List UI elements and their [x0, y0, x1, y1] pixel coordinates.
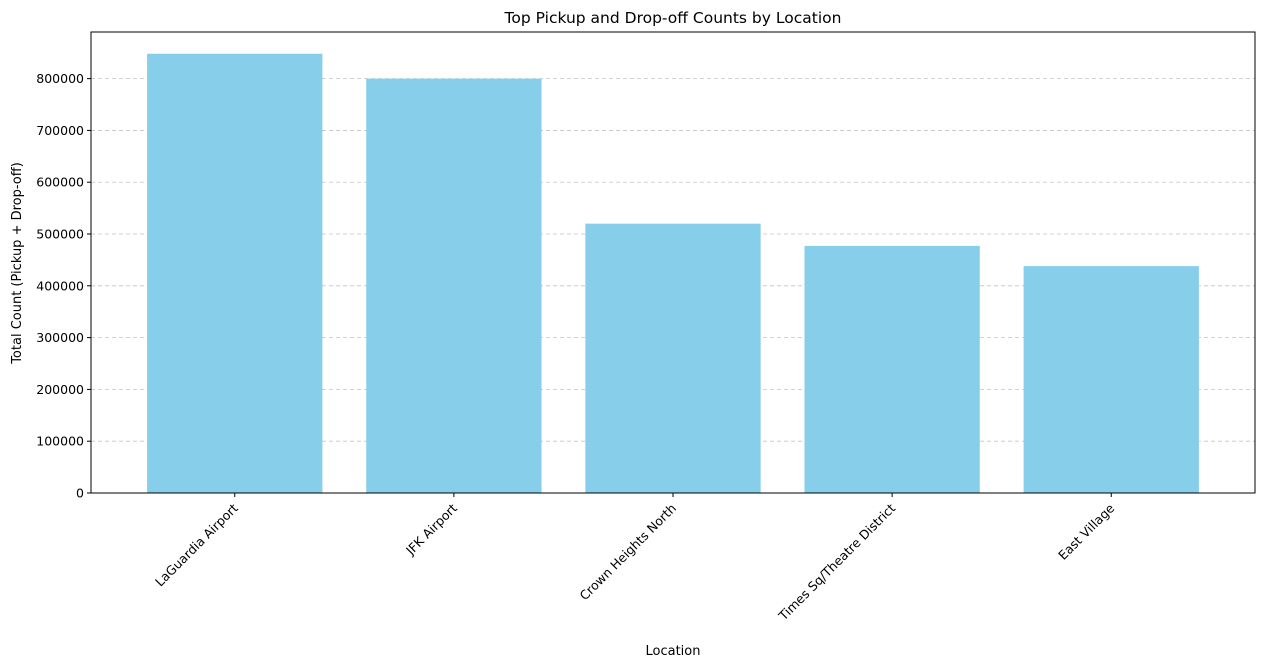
y-tick-label: 200000 [36, 382, 84, 397]
bars [147, 53, 1199, 494]
chart-title: Top Pickup and Drop-off Counts by Locati… [504, 9, 842, 27]
y-axis-label: Total Count (Pickup + Drop-off) [10, 162, 25, 365]
y-tick-label: 300000 [36, 330, 84, 345]
y-tick-label: 0 [76, 486, 84, 501]
bar [366, 78, 542, 493]
x-axis-ticks: LaGuardia Airport JFK Airport Crown Height… [152, 493, 1118, 624]
y-tick-label: 600000 [36, 175, 84, 190]
x-tick-label: LaGuardia Airport [152, 500, 241, 589]
bar [804, 245, 980, 493]
x-axis-label: Location [646, 644, 701, 659]
y-tick-label: 400000 [36, 278, 84, 293]
bar [585, 223, 761, 494]
bar [1023, 266, 1199, 493]
x-tick-label: East Village [1055, 500, 1117, 562]
y-tick-label: 100000 [36, 434, 84, 449]
y-tick-label: 700000 [36, 123, 84, 138]
x-tick-label: JFK Airport [402, 500, 460, 558]
y-tick-label: 500000 [36, 227, 84, 242]
y-axis-ticks: 0 100000 200000 300000 400000 500000 600000 700… [36, 71, 91, 501]
y-tick-label: 800000 [36, 71, 84, 86]
x-tick-label: Times Sq/Theatre District [775, 500, 898, 623]
x-tick-label: Crown Heights North [576, 501, 679, 604]
bar [147, 53, 323, 493]
